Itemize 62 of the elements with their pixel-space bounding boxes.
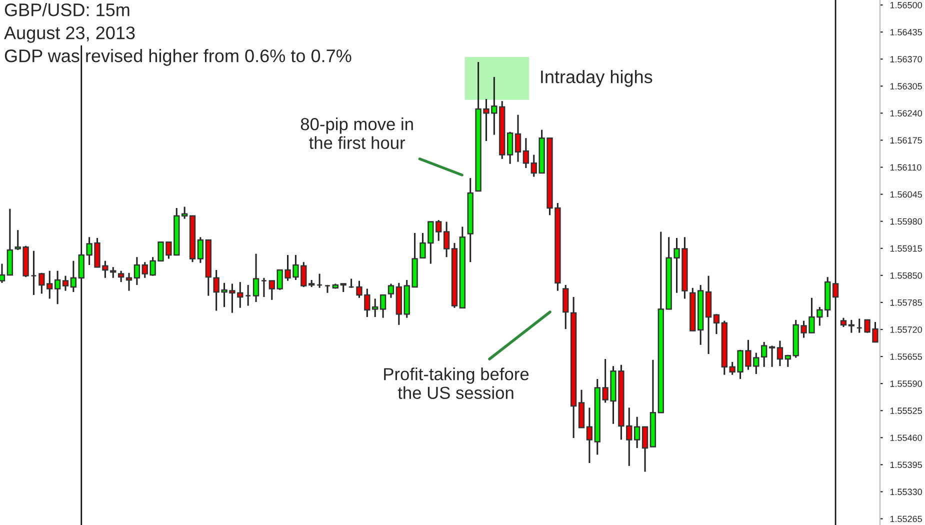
candlestick [348, 278, 354, 289]
candlestick [784, 354, 791, 368]
candlestick [126, 272, 132, 292]
candlestick [260, 277, 268, 298]
y-tick-label: 1.55655 [890, 353, 922, 360]
candlestick [713, 313, 720, 335]
y-tick-label: 1.56045 [890, 191, 922, 198]
candlestick [134, 256, 140, 286]
y-tick-label: 1.55265 [890, 516, 922, 522]
candlestick [118, 270, 124, 283]
y-tick-label: 1.56110 [890, 164, 922, 171]
annotation: 80-pip move in the first hour [300, 118, 413, 150]
candlestick [70, 260, 77, 293]
y-tick-label: 1.55525 [890, 408, 922, 414]
candlestick [181, 206, 188, 220]
candlestick [514, 114, 522, 163]
candlestick [54, 270, 61, 305]
candlestick [62, 275, 69, 292]
candlestick [0, 262, 6, 284]
candlestick [768, 344, 776, 368]
candlestick [776, 340, 784, 367]
candlestick [761, 341, 768, 368]
candlestick [443, 220, 450, 258]
annotation: GDP was revised higher from 0.6% to 0.7% [4, 49, 352, 66]
y-tick-label: 1.55850 [890, 272, 922, 279]
y-tick-label: 1.55915 [890, 245, 922, 252]
candlestick [522, 137, 530, 169]
y-tick-label: 1.56305 [890, 83, 922, 90]
y-tick-label: 1.55460 [890, 434, 922, 441]
chart-title: GBP/USD: 15m [4, 3, 130, 16]
candlestick [388, 282, 394, 299]
candlestick [586, 406, 593, 464]
y-tick-label: 1.56175 [890, 137, 922, 144]
text: August 23, 2013 [4, 26, 135, 43]
candlestick [197, 236, 204, 264]
candlestick [268, 280, 275, 301]
annotation: Profit-taking before the US session [384, 368, 529, 400]
y-tick-label: 1.56370 [890, 56, 922, 62]
y-tick-label: 1.55720 [890, 326, 922, 333]
candlestick [840, 317, 847, 328]
candlestick [642, 426, 648, 473]
candlestick [316, 272, 323, 289]
candlestick [244, 284, 252, 307]
candlestick [848, 319, 855, 334]
y-tick-label: 1.55330 [890, 488, 922, 496]
candlestick [634, 416, 640, 449]
band-label: Intraday highs [541, 70, 652, 87]
y-tick-label: 1.55980 [890, 218, 922, 225]
candlestick [832, 283, 839, 298]
y-tick-label: 1.56435 [890, 29, 922, 36]
y-tick-label: 1.55395 [890, 462, 922, 468]
y-tick-label: 1.55590 [890, 380, 922, 387]
candlestick [252, 253, 260, 303]
candlestick [506, 131, 514, 165]
candlestick [380, 294, 386, 319]
candlestick [372, 298, 378, 318]
y-tick-label: 1.56500 [890, 2, 922, 8]
candlestick [562, 284, 569, 330]
candlestick [856, 318, 862, 334]
y-tick-label: 1.55785 [890, 299, 922, 306]
candlestick [30, 250, 37, 296]
y-tick-label: 1.56240 [890, 110, 922, 117]
